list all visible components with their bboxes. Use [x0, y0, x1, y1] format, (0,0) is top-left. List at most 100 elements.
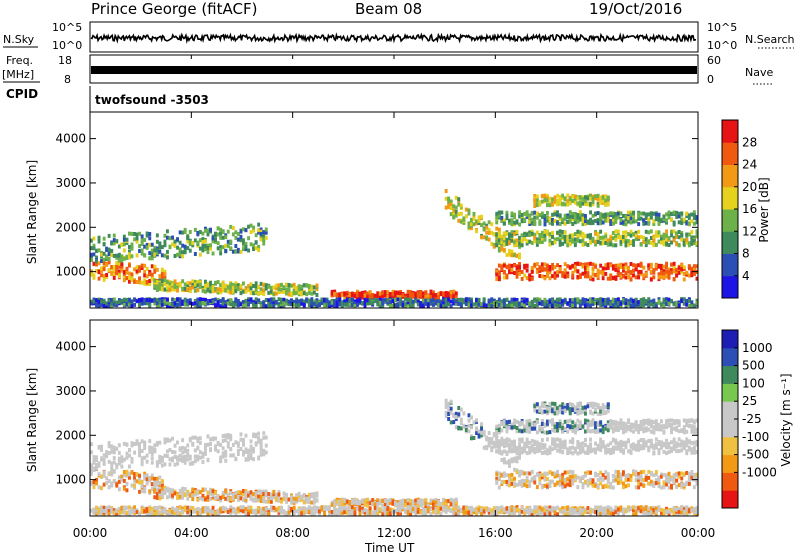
power-cell: [535, 270, 539, 274]
velocity-cell: [320, 507, 324, 512]
power-cell: [677, 243, 681, 247]
power-cell: [160, 279, 164, 284]
power-cell: [594, 273, 597, 277]
velocity-cell: [155, 480, 159, 485]
power-cell: [634, 219, 638, 224]
power-cell: [520, 238, 524, 243]
velocity-cell: [110, 508, 114, 513]
power-cell: [632, 268, 635, 273]
power-cell: [434, 300, 438, 304]
velocity-cell: [160, 458, 164, 463]
power-cell: [546, 300, 549, 305]
power-cell: [249, 230, 253, 235]
power-cell: [568, 219, 572, 224]
velocity-cell: [274, 507, 278, 512]
power-cell: [272, 292, 276, 297]
power-cell: [307, 303, 311, 307]
power-cell: [102, 274, 106, 278]
power-cell: [533, 262, 537, 267]
power-cell: [287, 299, 291, 304]
power-cell: [573, 232, 577, 236]
power-cell: [363, 301, 367, 306]
velocity-cell: [356, 507, 359, 511]
power-cell: [515, 274, 519, 279]
power-cell: [611, 297, 615, 302]
power-cell: [629, 277, 633, 282]
power-cell: [143, 253, 147, 258]
power-cell: [568, 214, 572, 219]
velocity-cell: [262, 435, 266, 440]
velocity-cell: [148, 506, 152, 511]
velocity-cell: [209, 496, 212, 501]
power-cell: [492, 244, 496, 249]
power-cell: [500, 240, 504, 245]
power-cell: [622, 214, 625, 218]
power-cell: [128, 252, 131, 257]
velocity-cell: [426, 506, 430, 511]
velocity-cell: [280, 497, 283, 502]
power-cell: [556, 297, 559, 302]
velocity-cell: [100, 456, 103, 461]
velocity-cell: [186, 457, 190, 462]
power-cell: [675, 270, 679, 275]
velocity-cell: [224, 506, 228, 511]
power-cell: [125, 266, 129, 271]
power-cell: [606, 202, 610, 207]
power-cell: [687, 303, 691, 308]
power-cell: [224, 284, 228, 288]
power-cell: [312, 301, 316, 306]
power-cell: [566, 202, 570, 207]
velocity-cell: [383, 510, 387, 515]
power-cell: [551, 262, 554, 267]
velocity-cell: [426, 503, 430, 508]
power-cell: [302, 302, 306, 307]
power-cell: [667, 210, 671, 215]
velocity-cell: [254, 511, 258, 516]
velocity-cell: [424, 501, 428, 506]
power-cell: [492, 301, 496, 305]
power-cell: [457, 218, 461, 223]
power-cell: [90, 246, 93, 251]
velocity-cell: [115, 508, 119, 513]
power-cell: [518, 271, 521, 276]
velocity-cell: [340, 510, 344, 515]
power-cell: [518, 235, 521, 240]
power-cell: [160, 276, 164, 281]
power-cell: [591, 239, 595, 244]
nsky-panel-frame: [89, 21, 699, 53]
power-cell: [378, 302, 382, 307]
power-cell: [649, 215, 653, 220]
power-cell: [462, 217, 466, 222]
velocity-cell: [145, 476, 149, 481]
power-cell: [115, 271, 119, 275]
power-cell: [497, 271, 501, 276]
power-cell: [90, 258, 93, 262]
velocity-cell: [315, 491, 319, 496]
power-cell: [477, 217, 481, 222]
velocity-cell: [221, 453, 225, 458]
velocity-cell: [421, 511, 425, 516]
velocity-cell: [244, 447, 248, 452]
power-cell: [138, 297, 141, 302]
power-cell: [558, 239, 562, 244]
power-cell: [634, 303, 638, 308]
velocity-cell: [300, 497, 304, 502]
power-cell: [680, 237, 684, 242]
power-cell: [221, 245, 225, 250]
power-cell: [662, 275, 666, 279]
power-cell: [236, 237, 240, 242]
velocity-cell: [211, 489, 215, 494]
power-cell: [654, 212, 658, 217]
velocity-cell: [242, 492, 245, 497]
power-cell: [140, 266, 144, 270]
power-cell: [95, 262, 98, 267]
power-cell: [642, 235, 646, 240]
power-cell: [627, 269, 630, 274]
velocity-cell: [130, 443, 134, 448]
velocity-cell: [378, 507, 382, 512]
velocity-cell: [285, 497, 288, 501]
power-cell: [538, 274, 542, 278]
velocity-cell: [249, 490, 253, 495]
power-cell: [140, 263, 144, 268]
velocity-cell: [107, 479, 111, 484]
